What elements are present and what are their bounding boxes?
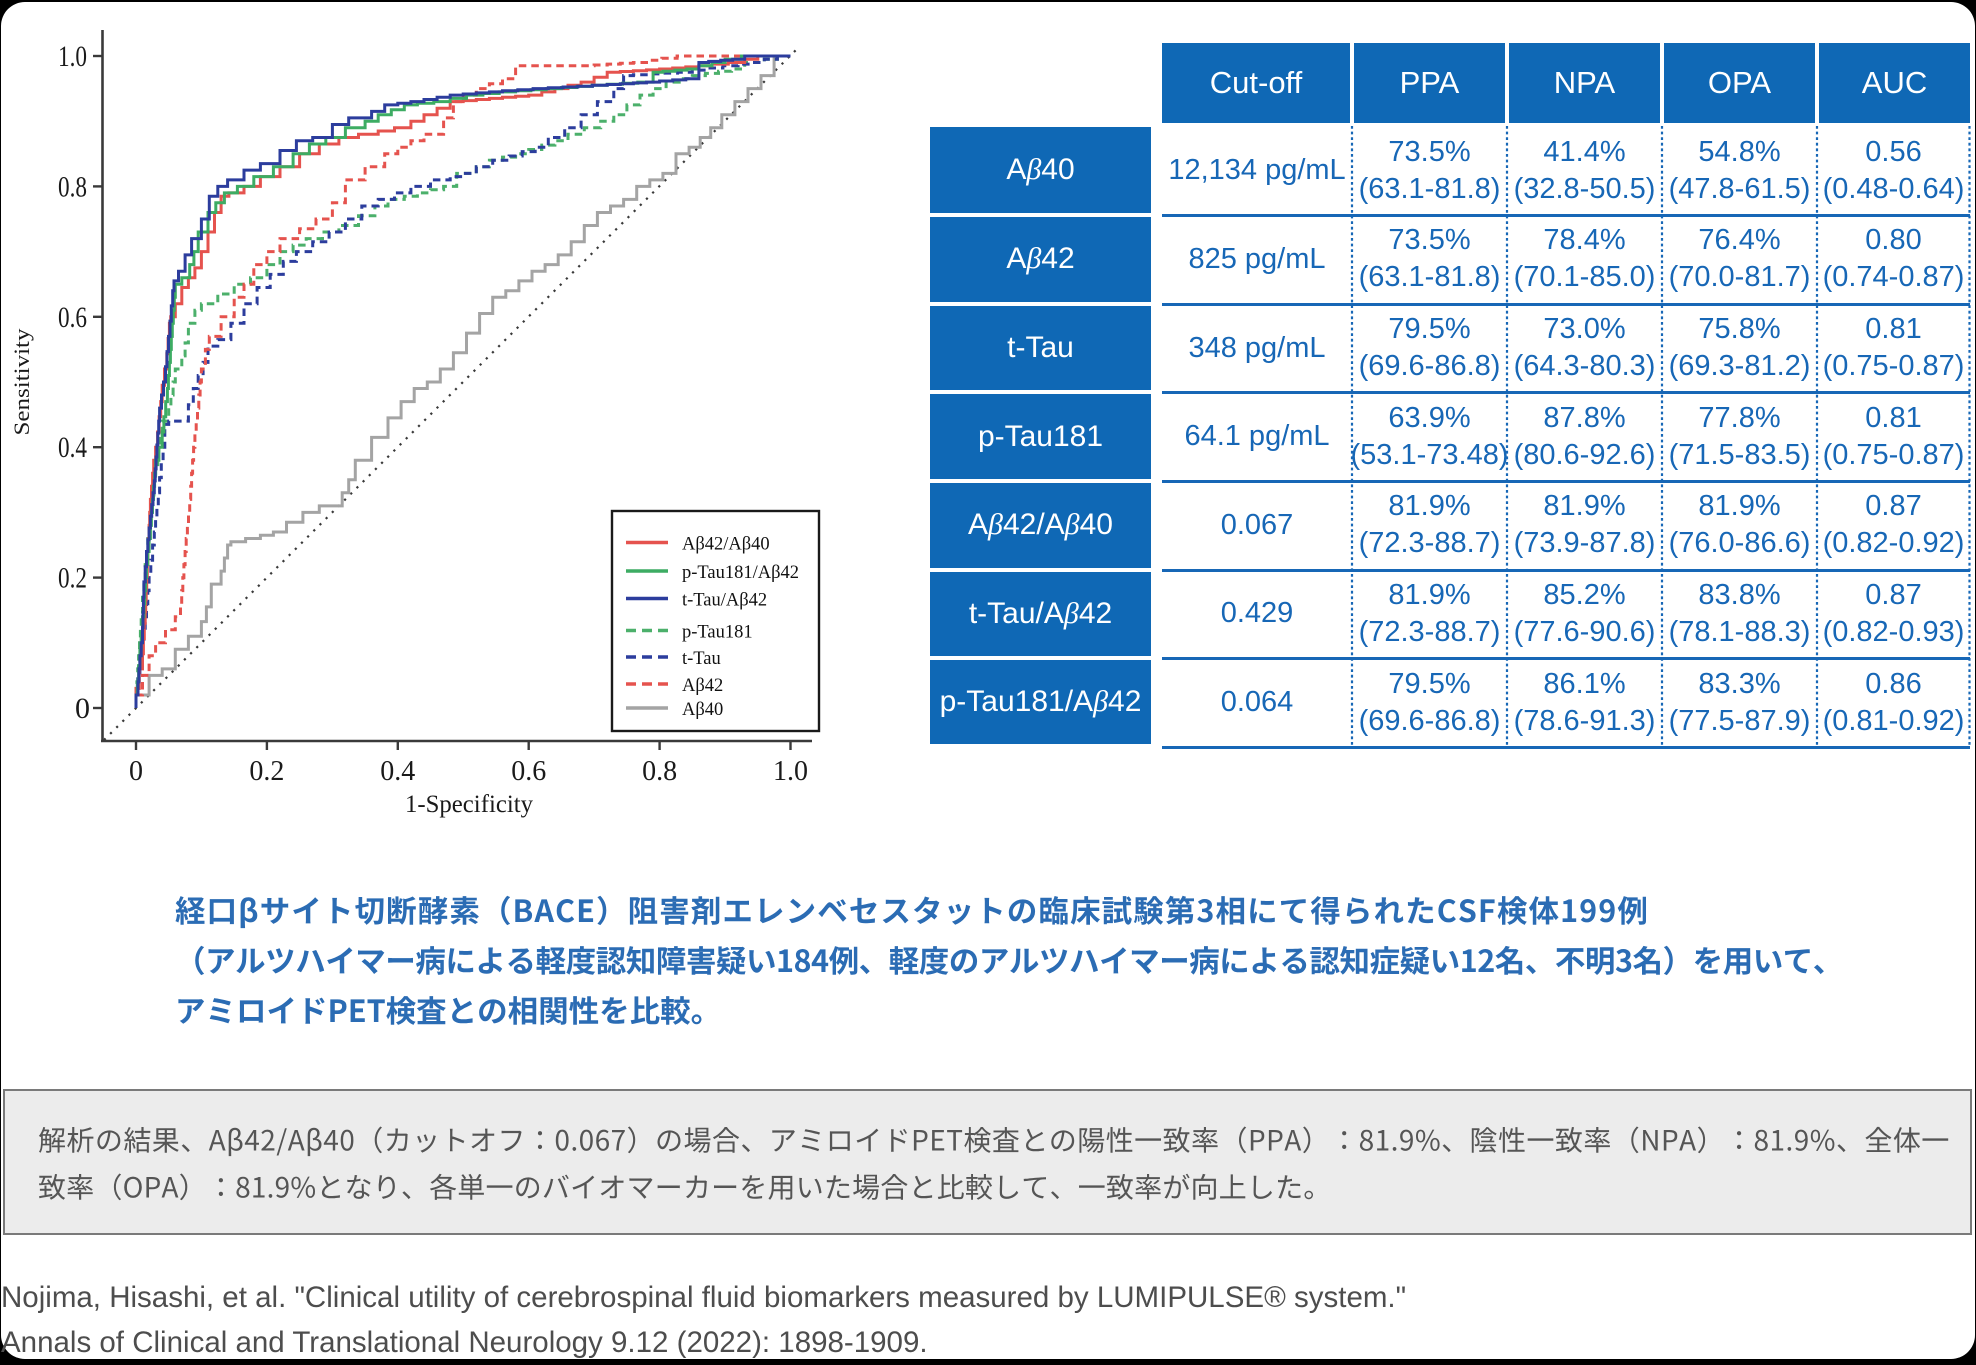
svg-text:p-Tau181/Aβ42: p-Tau181/Aβ42 bbox=[682, 563, 799, 583]
svg-text:0.6: 0.6 bbox=[58, 301, 87, 334]
svg-text:0.4: 0.4 bbox=[58, 431, 87, 464]
svg-text:Aβ42/Aβ40: Aβ42/Aβ40 bbox=[682, 535, 770, 555]
svg-text:0.8: 0.8 bbox=[642, 756, 677, 787]
svg-text:0.4: 0.4 bbox=[380, 756, 415, 787]
svg-text:0.2: 0.2 bbox=[58, 562, 87, 595]
svg-text:Sensitivity: Sensitivity bbox=[9, 329, 34, 436]
svg-text:1.0: 1.0 bbox=[773, 756, 808, 787]
svg-text:Aβ40: Aβ40 bbox=[682, 700, 723, 720]
svg-text:1.0: 1.0 bbox=[58, 40, 87, 73]
svg-text:0.8: 0.8 bbox=[58, 170, 87, 203]
svg-text:0.6: 0.6 bbox=[511, 756, 546, 787]
svg-text:0.2: 0.2 bbox=[249, 756, 284, 787]
svg-text:1-Specificity: 1-Specificity bbox=[405, 791, 533, 818]
svg-text:p-Tau181: p-Tau181 bbox=[682, 623, 753, 643]
svg-text:t-Tau: t-Tau bbox=[682, 649, 721, 669]
svg-text:0: 0 bbox=[129, 756, 143, 787]
svg-text:0: 0 bbox=[75, 692, 90, 725]
svg-text:Aβ42: Aβ42 bbox=[682, 676, 723, 696]
svg-text:t-Tau/Aβ42: t-Tau/Aβ42 bbox=[682, 591, 767, 611]
